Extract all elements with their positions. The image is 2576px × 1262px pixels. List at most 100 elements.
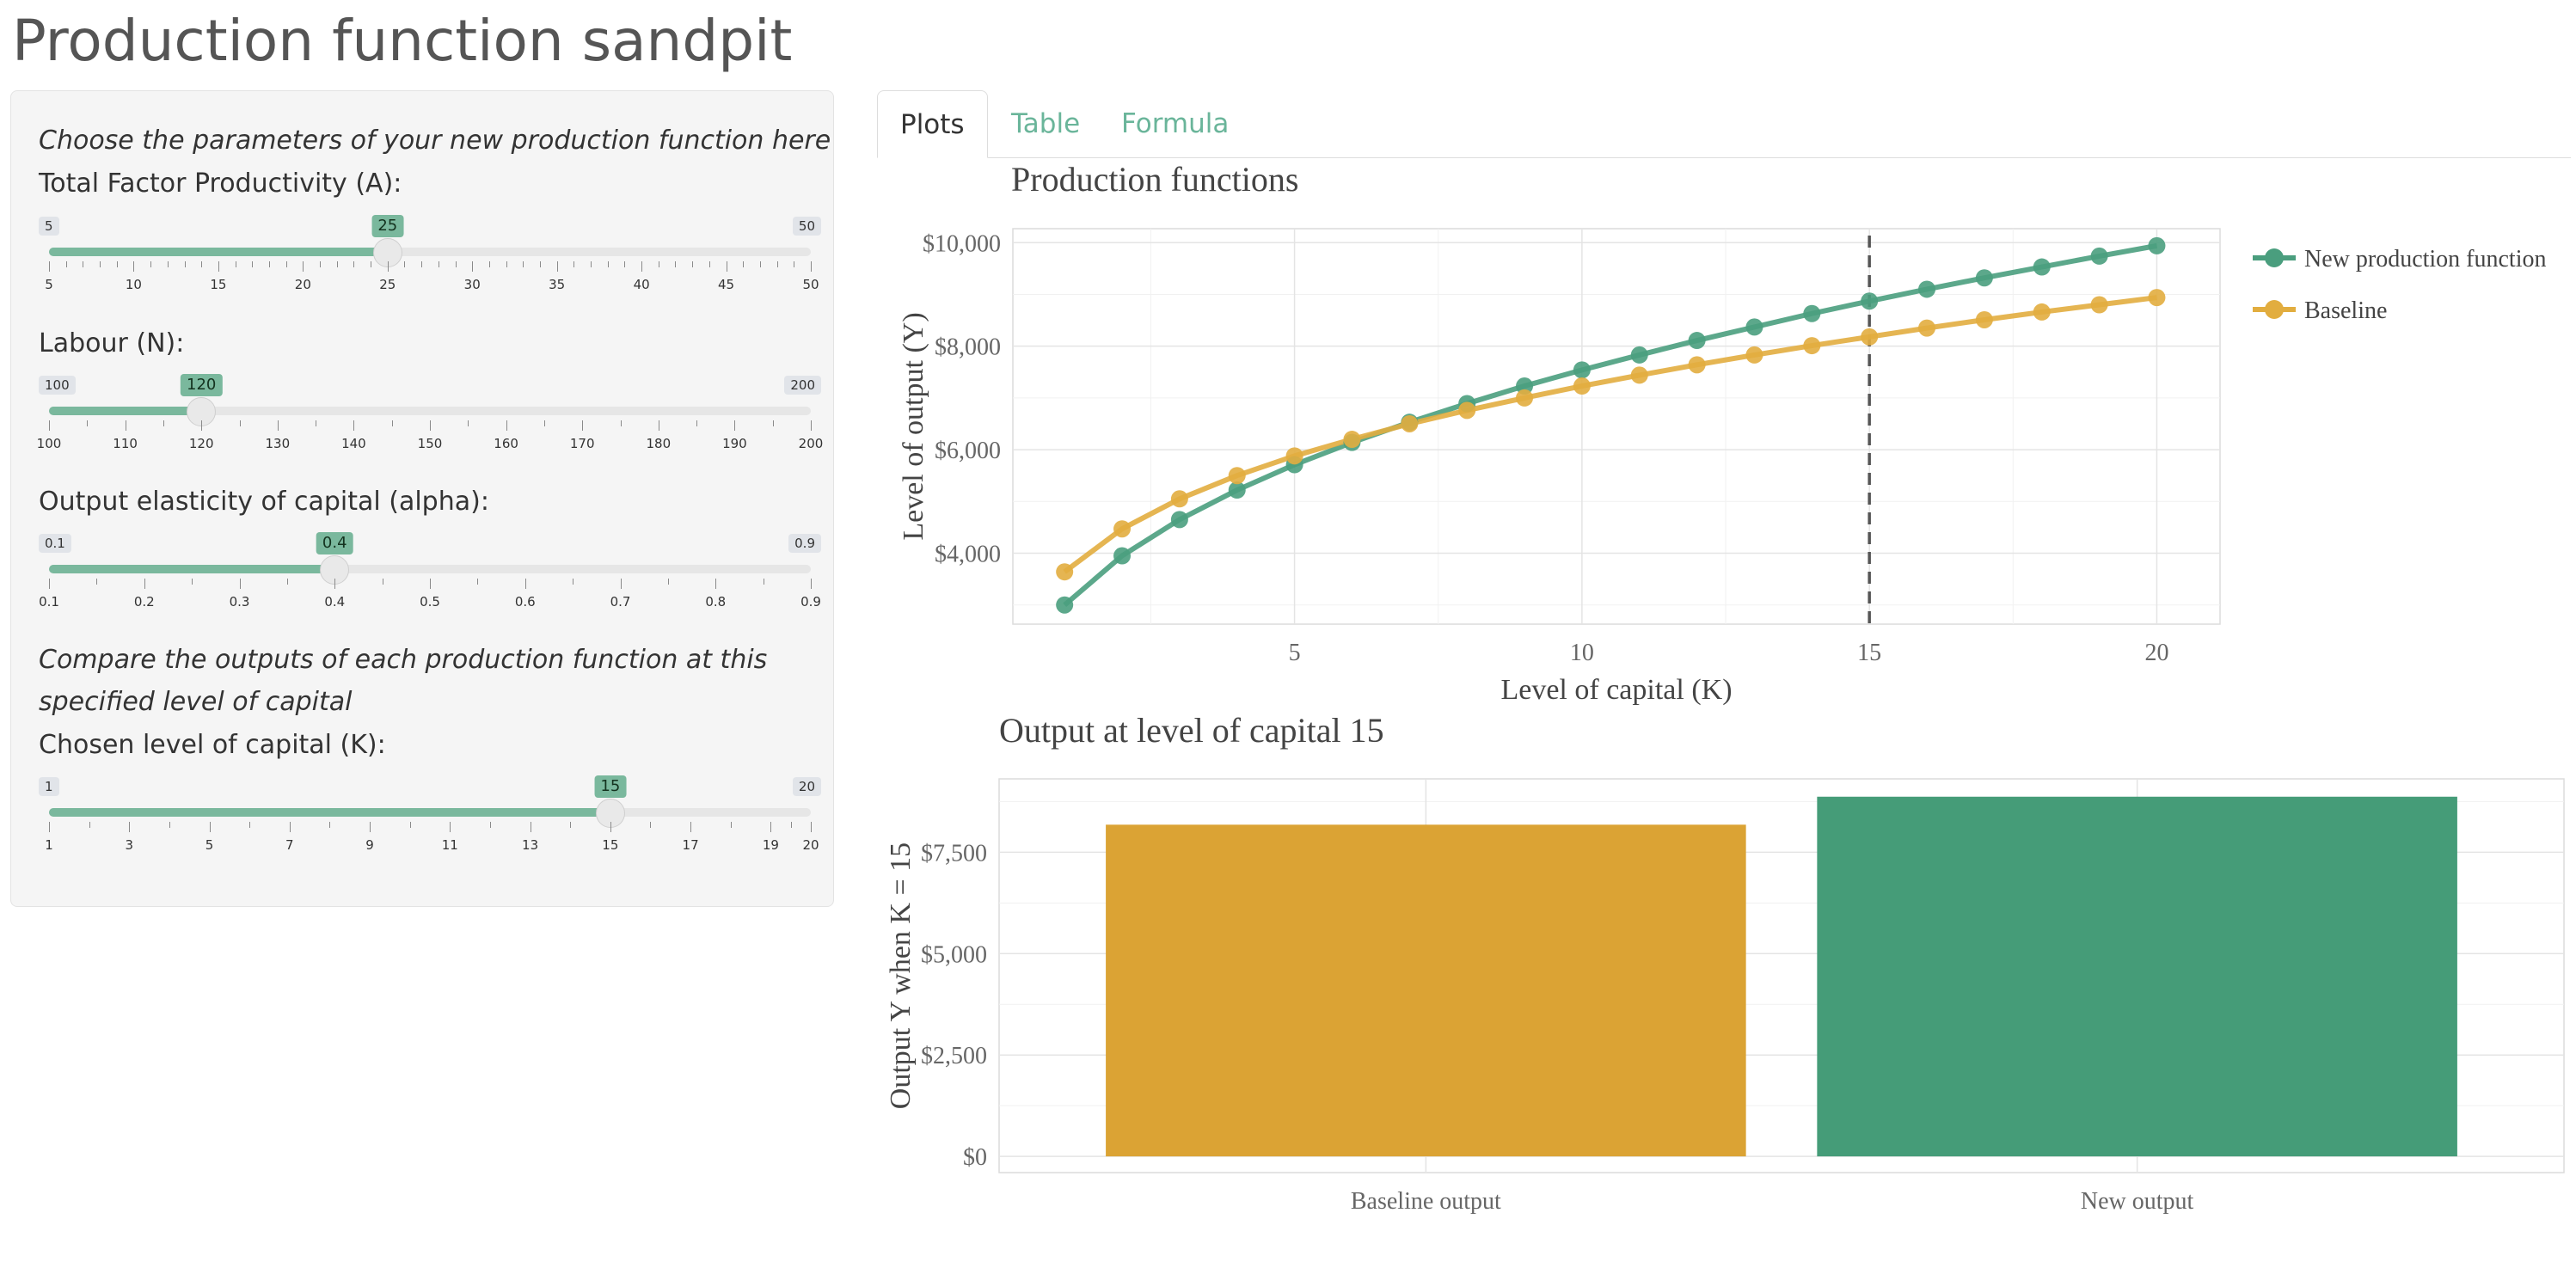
slider-tick: [690, 822, 692, 832]
slider-tick: [303, 261, 304, 272]
labour-slider[interactable]: 100 200 120 100 110 120 130 140 150 160 170 180 190 2…: [37, 374, 823, 453]
slider-minor-tick: [591, 261, 592, 267]
data-point: [1573, 377, 1591, 395]
slider-minor-tick: [409, 822, 411, 828]
slider-track: [49, 407, 811, 415]
slider-max-label: 0.9: [788, 534, 821, 553]
slider-minor-tick: [116, 261, 118, 267]
legend-key-point: [2265, 248, 2284, 267]
data-point: [1861, 328, 1879, 346]
slider-minor-tick: [730, 822, 732, 828]
slider-tick-label: 25: [379, 277, 396, 292]
y-tick-label: $0: [963, 1144, 987, 1171]
x-tick-label: Baseline output: [1351, 1188, 1501, 1215]
slider-tick-label: 30: [463, 277, 481, 292]
slider-tick: [218, 261, 219, 272]
page-title: Production function sandpit: [12, 8, 793, 74]
data-point: [1228, 481, 1246, 499]
slider-min-label: 5: [39, 217, 59, 236]
y-axis-title: Level of output (Y): [898, 312, 929, 540]
data-point: [1803, 337, 1821, 355]
alpha-slider[interactable]: 0.1 0.9 0.4 0.1 0.2 0.3 0.4 0.5 0.6 0.7 0.8 0.9: [39, 532, 821, 611]
data-point: [1170, 490, 1188, 508]
slider-tick-label: 190: [722, 436, 747, 451]
slider-tick-label: 0.7: [610, 594, 631, 610]
slider-tick-label: 9: [365, 837, 374, 853]
slider-tick: [811, 822, 812, 832]
slider-minor-tick: [391, 420, 393, 426]
slider-tick: [430, 420, 431, 431]
tab-table[interactable]: Table: [1011, 108, 1081, 139]
x-axis-title: Level of capital (K): [1500, 674, 1732, 706]
slider-minor-tick: [329, 822, 331, 828]
slider-minor-tick: [692, 261, 694, 267]
slider-tick-label: 180: [646, 436, 672, 451]
capital-label: Chosen level of capital (K):: [39, 730, 386, 760]
slider-tick-label: 15: [210, 277, 227, 292]
output-tabs: Plots Table Formula: [877, 90, 2571, 158]
x-tick-label: 15: [1857, 640, 1881, 666]
slider-minor-tick: [184, 261, 186, 267]
slider-minor-tick: [252, 261, 254, 267]
slider-tick-label: 5: [205, 837, 214, 853]
slider-minor-tick: [743, 261, 745, 267]
data-point: [1170, 511, 1188, 529]
parameters-panel: Choose the parameters of your new produc…: [10, 90, 834, 907]
slider-max-label: 200: [784, 376, 821, 395]
slider-minor-tick: [150, 261, 152, 267]
slider-minor-tick: [100, 261, 101, 267]
slider-minor-tick: [667, 579, 669, 585]
bar-chart-title: Output at level of capital 15: [999, 711, 1384, 750]
slider-tick: [770, 822, 772, 832]
data-point: [1918, 280, 1936, 298]
slider-tick-label: 13: [522, 837, 539, 853]
slider-tick: [506, 420, 507, 431]
data-point: [1975, 269, 1993, 287]
slider-fill: [49, 248, 388, 256]
slider-tick: [370, 822, 371, 832]
slider-minor-tick: [468, 420, 469, 426]
slider-minor-tick: [772, 420, 774, 426]
slider-minor-tick: [285, 261, 287, 267]
slider-minor-tick: [65, 261, 67, 267]
series-line: [1063, 295, 2157, 574]
slider-minor-tick: [96, 579, 98, 585]
slider-minor-tick: [167, 261, 169, 267]
slider-minor-tick: [489, 822, 491, 828]
slider-tick: [209, 822, 211, 832]
capital-slider[interactable]: 1 20 15 1 3 5 7 9 11 13 15 17 19 20: [39, 775, 821, 855]
slider-tick: [430, 579, 431, 589]
slider-minor-tick: [696, 420, 698, 426]
compare-note-line1: Compare the outputs of each production f…: [39, 645, 768, 675]
slider-tick-label: 20: [802, 837, 819, 853]
y-tick-label: $7,500: [921, 840, 987, 867]
y-tick-label: $5,000: [921, 941, 987, 968]
slider-track: [49, 248, 811, 256]
x-tick-label: 20: [2144, 640, 2168, 666]
slider-min-label: 0.1: [39, 534, 71, 553]
tfp-slider[interactable]: 5 50 25 5 10 15 20 25 30 35 40 45 50: [39, 215, 821, 294]
slider-minor-tick: [624, 261, 626, 267]
data-point: [1630, 346, 1648, 364]
tab-formula[interactable]: Formula: [1121, 108, 1230, 139]
slider-minor-tick: [607, 261, 609, 267]
slider-tick-label: 40: [633, 277, 650, 292]
slider-tick-label: 0.1: [39, 594, 59, 610]
plot-panel: [1012, 228, 2221, 625]
slider-tick: [641, 261, 643, 272]
data-point: [1113, 520, 1132, 538]
slider-minor-tick: [89, 822, 90, 828]
y-tick-label: $10,000: [923, 230, 1001, 257]
data-point: [1630, 366, 1648, 384]
slider-minor-tick: [404, 261, 406, 267]
slider-fill: [49, 808, 610, 817]
tab-plots[interactable]: Plots: [877, 90, 988, 158]
slider-fill: [49, 407, 202, 415]
slider-tick: [556, 261, 558, 272]
data-point: [2090, 247, 2108, 265]
legend-key-point: [2265, 300, 2284, 319]
legend-label: Baseline: [2304, 297, 2387, 324]
compare-note-line2: specified level of capital: [39, 687, 353, 717]
slider-max-label: 50: [792, 217, 821, 236]
